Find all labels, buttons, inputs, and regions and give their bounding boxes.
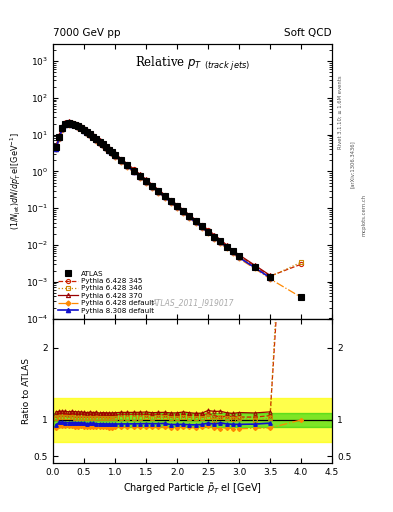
Text: ATLAS_2011_I919017: ATLAS_2011_I919017: [151, 298, 234, 308]
Text: [arXiv:1306.3436]: [arXiv:1306.3436]: [350, 140, 355, 188]
X-axis label: Charged Particle $\tilde{p}_T$ el [GeV]: Charged Particle $\tilde{p}_T$ el [GeV]: [123, 481, 262, 496]
Text: 7000 GeV pp: 7000 GeV pp: [53, 28, 121, 38]
Bar: [53, 413, 332, 427]
Y-axis label: $(1/N_\mathrm{jet})dN/dp^r_T\,\mathrm{el}\,[\mathrm{GeV}^{-1}]$: $(1/N_\mathrm{jet})dN/dp^r_T\,\mathrm{el…: [9, 132, 23, 230]
Bar: [53, 398, 332, 442]
Text: Soft QCD: Soft QCD: [285, 28, 332, 38]
Text: mcplots.cern.ch: mcplots.cern.ch: [362, 194, 367, 236]
Text: Relative $p_T$ $_{(track\ jets)}$: Relative $p_T$ $_{(track\ jets)}$: [135, 54, 250, 73]
Y-axis label: Ratio to ATLAS: Ratio to ATLAS: [22, 358, 31, 424]
Text: Rivet 3.1.10; ≥ 1.6M events: Rivet 3.1.10; ≥ 1.6M events: [338, 76, 343, 150]
Legend: ATLAS, Pythia 6.428 345, Pythia 6.428 346, Pythia 6.428 370, Pythia 6.428 defaul: ATLAS, Pythia 6.428 345, Pythia 6.428 34…: [57, 269, 156, 315]
